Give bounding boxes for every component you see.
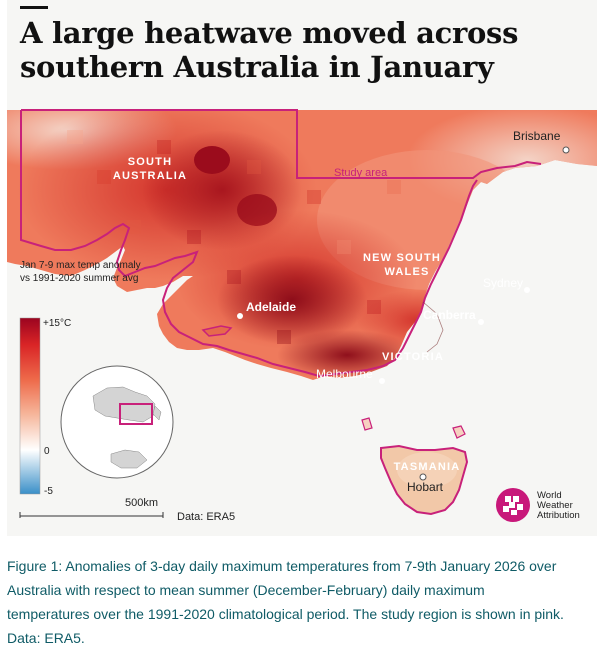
title-line: A large heatwave moved across	[20, 16, 519, 50]
logo-text: World	[537, 490, 562, 501]
logo-text: Attribution	[537, 510, 580, 521]
flinders-island-shape	[452, 425, 466, 439]
city-marker-brisbane	[562, 146, 570, 154]
city-label-brisbane: Brisbane	[513, 129, 561, 143]
city-marker-melbourne	[379, 378, 385, 384]
globe-new-zealand	[152, 405, 162, 421]
region-label-new-south-wales: WALES	[384, 266, 429, 278]
study-area-outline	[20, 109, 542, 378]
caption-line: Australia with respect to mean summer (D…	[7, 582, 485, 598]
legend: Jan 7-9 max temp anomaly vs 1991-2020 su…	[19, 260, 141, 497]
caption-line: Data: ERA5.	[7, 630, 85, 646]
legend-title: vs 1991-2020 summer avg	[20, 273, 138, 284]
page-title: A large heatwave moved across southern A…	[20, 16, 580, 84]
city-marker-hobart	[419, 473, 427, 481]
inset-globe	[60, 365, 174, 479]
globe-circle	[60, 365, 174, 479]
temperature-anomaly-field	[7, 110, 597, 380]
caption-line: Figure 1: Anomalies of 3-day daily maxim…	[7, 558, 557, 574]
globe-study-area-box	[119, 403, 153, 425]
title-rule	[20, 6, 48, 9]
globe-antarctica	[110, 449, 148, 469]
legend-zero-label: 0	[44, 446, 50, 457]
data-source-label: Data: ERA5	[177, 511, 235, 523]
title-line: southern Australia in January	[20, 50, 494, 84]
legend-title: Jan 7-9 max temp anomaly	[20, 260, 141, 271]
heatwave-map: SOUTH AUSTRALIA NEW SOUTH WALES VICTORIA…	[7, 109, 597, 523]
region-label-tasmania: TASMANIA	[394, 461, 461, 473]
city-label-hobart: Hobart	[407, 480, 444, 494]
region-label-victoria: VICTORIA	[382, 351, 444, 363]
scale-bar: 500km	[19, 497, 164, 518]
region-label-new-south-wales: NEW SOUTH	[363, 252, 441, 264]
scale-bar-label: 500km	[125, 497, 158, 509]
city-marker-adelaide	[237, 313, 243, 319]
city-label-adelaide: Adelaide	[246, 300, 296, 314]
study-area-label: Study area	[334, 167, 388, 179]
legend-min-label: -5	[44, 486, 53, 497]
wwa-logo: World Weather Attribution	[496, 488, 580, 522]
legend-max-label: +15°C	[43, 318, 71, 329]
kangaroo-island-shape	[201, 325, 233, 337]
city-label-canberra: Canberra	[423, 308, 476, 322]
legend-color-ramp	[19, 317, 41, 495]
logo-text: Weather	[537, 500, 573, 511]
region-label-south-australia: AUSTRALIA	[113, 170, 187, 182]
state-border	[422, 301, 444, 353]
city-label-melbourne: Melbourne	[316, 367, 373, 381]
caption-line: temperatures over the 1991-2020 climatol…	[7, 606, 564, 622]
figure-caption: Figure 1: Anomalies of 3-day daily maxim…	[7, 554, 595, 650]
city-marker-canberra	[478, 319, 484, 325]
region-label-south-australia: SOUTH	[128, 156, 173, 168]
city-label-sydney: Sydney	[483, 276, 523, 290]
city-marker-sydney	[524, 287, 530, 293]
king-island-shape	[361, 417, 373, 431]
